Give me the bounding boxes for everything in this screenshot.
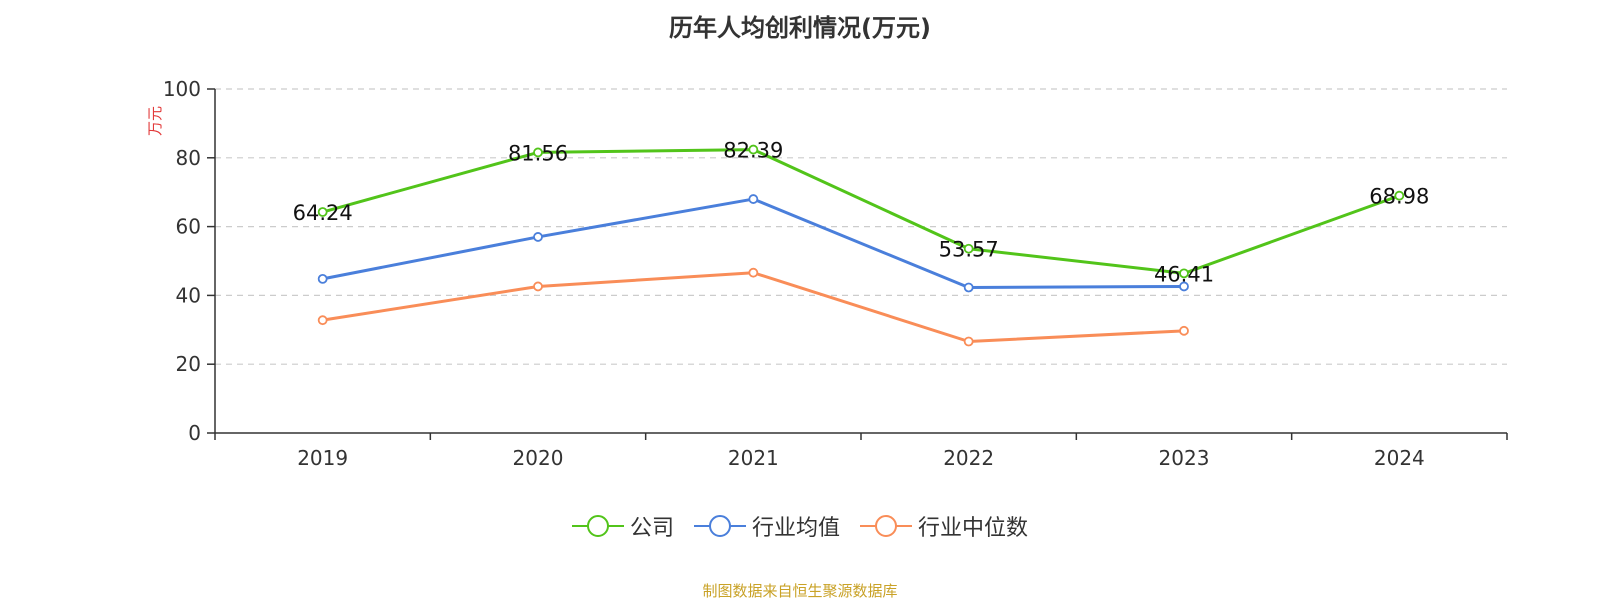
y-axis-label: 万元	[146, 106, 164, 136]
data-label: 68.98	[1369, 185, 1429, 209]
data-point	[963, 336, 974, 347]
legend-swatch-marker	[875, 515, 897, 537]
data-point	[748, 194, 759, 204]
data-point	[1179, 325, 1189, 336]
data-label: 46.41	[1154, 262, 1214, 286]
source-note: 制图数据来自恒生聚源数据库	[702, 582, 898, 600]
data-point	[963, 243, 974, 254]
data-point	[1394, 190, 1405, 201]
data-point	[963, 282, 974, 293]
data-labels: 64.24 81.56 82.39 53.57 46.41 68.98	[293, 139, 1430, 287]
y-tick-label: 100	[163, 77, 201, 101]
axes: 0 20 40 60 80 100 2019 2020 2021 2022 2023 2024 万元	[146, 77, 1508, 470]
data-point	[748, 144, 759, 155]
data-point	[533, 147, 543, 158]
series-line-0	[322, 148, 1400, 275]
x-tick-label: 2023	[1159, 446, 1210, 470]
x-tick-label: 2021	[728, 446, 779, 470]
series-lines	[317, 144, 1405, 347]
data-label: 81.56	[508, 141, 568, 165]
data-point	[317, 315, 328, 326]
legend-label-industry-mean: 行业均值	[751, 516, 840, 541]
x-tick-label: 2024	[1374, 446, 1425, 470]
legend-swatch-industry-mean	[693, 515, 746, 537]
legend-item-company[interactable]: 公司	[571, 510, 674, 542]
data-point	[1179, 281, 1189, 292]
legend-item-industry-mean[interactable]: 行业均值	[693, 510, 840, 542]
data-point	[1179, 268, 1189, 279]
data-point	[533, 232, 543, 242]
data-point	[317, 207, 328, 217]
y-tick-label: 20	[176, 352, 201, 376]
data-point	[533, 281, 543, 292]
y-tick-label: 60	[176, 215, 201, 239]
x-tick-label: 2020	[513, 446, 564, 470]
x-tick-label: 2019	[297, 446, 348, 470]
y-tick-label: 40	[176, 283, 201, 307]
y-tick-label: 80	[176, 146, 201, 170]
legend-label-industry-median: 行业中位数	[918, 516, 1029, 541]
legend-swatch-marker	[708, 515, 731, 537]
legend-swatch-company	[571, 515, 624, 537]
data-label: 82.39	[723, 139, 783, 163]
legend-label-company: 公司	[629, 516, 674, 541]
data-label: 53.57	[939, 238, 999, 262]
chart-title: 历年人均创利情况(万元)	[669, 14, 931, 42]
data-label: 64.24	[293, 201, 353, 225]
data-point	[748, 267, 759, 278]
legend-swatch-marker	[586, 515, 609, 537]
data-point	[317, 273, 328, 284]
series-line-2	[322, 271, 1185, 343]
legend-item-industry-median[interactable]: 行业中位数	[860, 510, 1028, 542]
x-tick-label: 2022	[943, 446, 994, 470]
legend-swatch-industry-median	[860, 515, 912, 537]
y-tick-label: 0	[188, 421, 201, 445]
legend: 公司 行业均值 行业中位数	[0, 510, 1600, 542]
